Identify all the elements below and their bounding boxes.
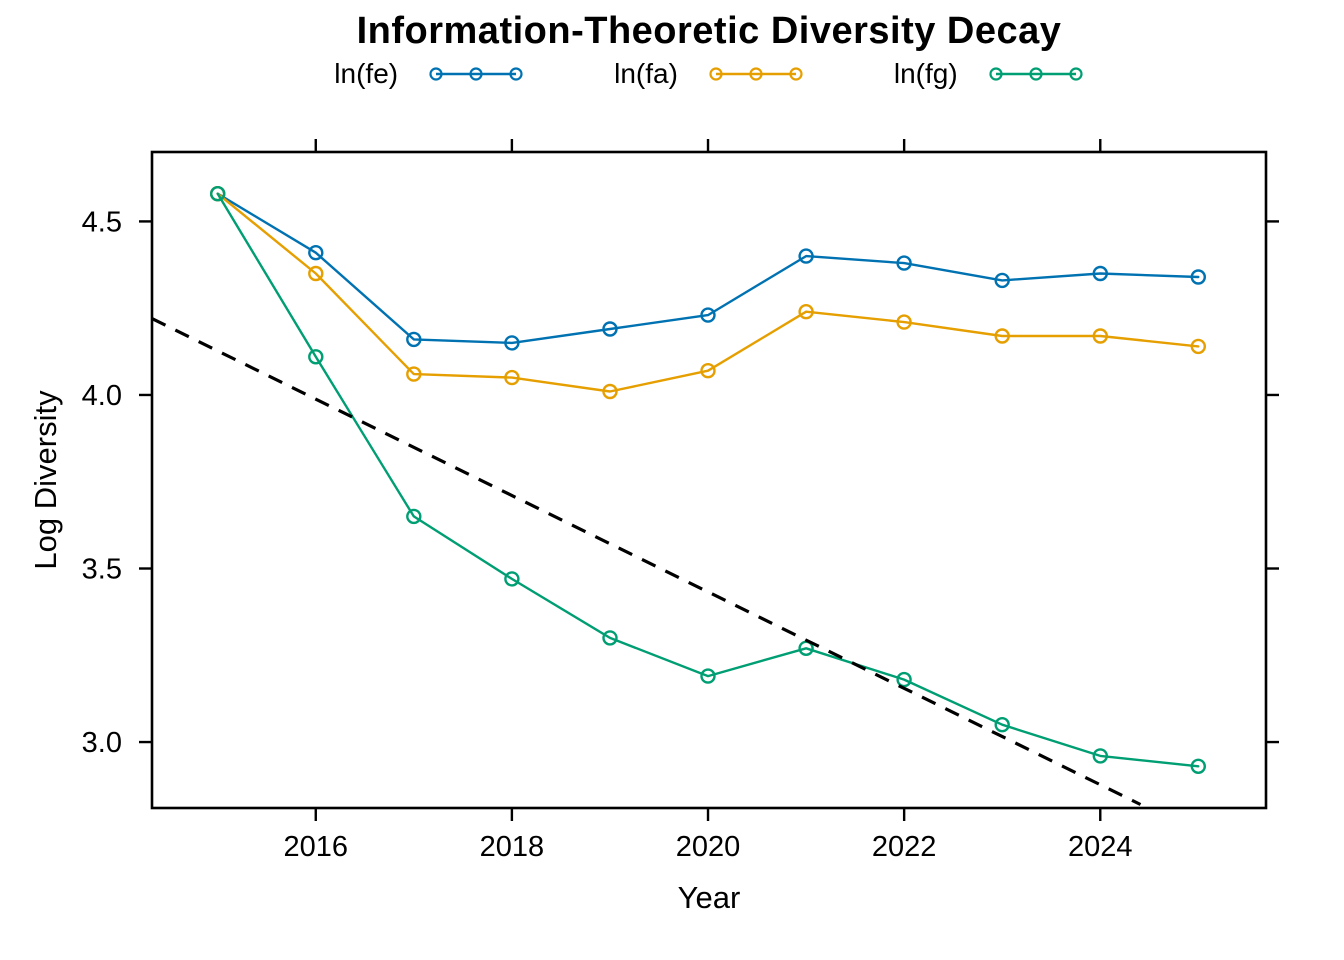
legend-item-ln-fe: ln(fe) <box>334 58 524 90</box>
plot-frame <box>150 150 1268 810</box>
y-axis-tick-label: 4.0 <box>82 380 122 412</box>
legend-line-marker-sample-icon <box>429 67 523 81</box>
y-axis-tick-label: 4.5 <box>82 206 122 238</box>
data-point-marker-lnfe <box>504 335 520 351</box>
data-point-marker-lnfg <box>896 671 912 688</box>
data-point-marker-lnfe <box>700 307 716 323</box>
data-point-marker-lnfe <box>406 331 422 348</box>
legend-line-marker-sample-icon <box>989 67 1083 81</box>
data-point-marker-lnfg <box>209 185 226 202</box>
data-point-marker-lnfa <box>896 314 912 330</box>
legend-label-ln-fa: ln(fa) <box>614 58 678 89</box>
data-point-marker-lnfe <box>308 244 324 261</box>
chart-title: Information-Theoretic Diversity Decay <box>356 10 1062 52</box>
data-point-marker-lnfg <box>994 717 1010 733</box>
series-line-lnfg <box>216 192 1200 768</box>
data-point-marker-lnfa <box>406 366 422 382</box>
data-point-marker-lnfg <box>406 508 422 525</box>
x-axis-tick-label: 2020 <box>676 831 741 863</box>
data-point-marker-lnfa <box>1190 338 1207 355</box>
data-series <box>209 185 1207 774</box>
chart-legend: ln(fe) ln(fa) ln(fg) <box>152 58 1266 90</box>
data-point-marker-lnfg <box>1190 758 1207 774</box>
trend-dashed-line <box>151 317 1142 806</box>
data-point-marker-lnfg <box>602 630 618 646</box>
trend-line-layer <box>151 317 1142 806</box>
y-axis-tick-label: 3.5 <box>82 554 122 586</box>
legend-label-ln-fe: ln(fe) <box>334 58 399 89</box>
y-axis-title: Log Diversity <box>28 390 63 570</box>
data-point-marker-lnfe <box>1190 269 1207 285</box>
data-point-marker-lnfg <box>700 668 716 684</box>
x-axis-title: Year <box>677 880 741 915</box>
legend-line-marker-sample-icon <box>709 67 803 81</box>
data-point-marker-lnfa <box>504 369 520 386</box>
series-line-lnfa <box>216 192 1200 393</box>
plot-frame-box <box>150 150 1268 810</box>
legend-item-ln-fg: ln(fg) <box>894 58 1084 90</box>
x-axis-tick-label: 2016 <box>284 831 349 863</box>
data-point-marker-lnfe <box>1092 265 1109 282</box>
series-lnfa <box>209 185 1207 400</box>
y-axis-tick-label: 3.0 <box>82 727 122 759</box>
x-axis-tick-label: 2018 <box>480 831 545 863</box>
axis-ticks <box>139 139 1279 821</box>
legend-item-ln-fa: ln(fa) <box>614 58 804 90</box>
x-axis-tick-label: 2022 <box>872 831 937 863</box>
data-point-marker-lnfg <box>504 571 520 587</box>
series-lnfe <box>209 185 1207 351</box>
axis-tick-labels: 2016 2018 2020 2022 2024 3.0 3.5 4.0 4.5 <box>82 206 1133 863</box>
series-lnfg <box>209 185 1207 774</box>
legend-label-ln-fg: ln(fg) <box>893 58 958 89</box>
data-point-marker-lnfe <box>994 272 1010 289</box>
data-point-marker-lnfg <box>308 349 324 365</box>
data-point-marker-lnfa <box>308 265 324 282</box>
data-point-marker-lnfe <box>798 248 814 264</box>
data-point-marker-lnfa <box>602 383 618 400</box>
data-point-marker-lnfa <box>700 363 716 379</box>
data-point-marker-lnfa <box>1092 328 1109 344</box>
data-point-marker-lnfe <box>602 321 618 337</box>
data-point-marker-lnfa <box>994 328 1010 344</box>
data-point-marker-lnfa <box>798 304 814 320</box>
data-point-marker-lnfg <box>1092 748 1109 764</box>
data-point-marker-lnfe <box>896 255 912 271</box>
series-line-lnfe <box>216 192 1200 345</box>
x-axis-tick-label: 2024 <box>1068 831 1133 863</box>
